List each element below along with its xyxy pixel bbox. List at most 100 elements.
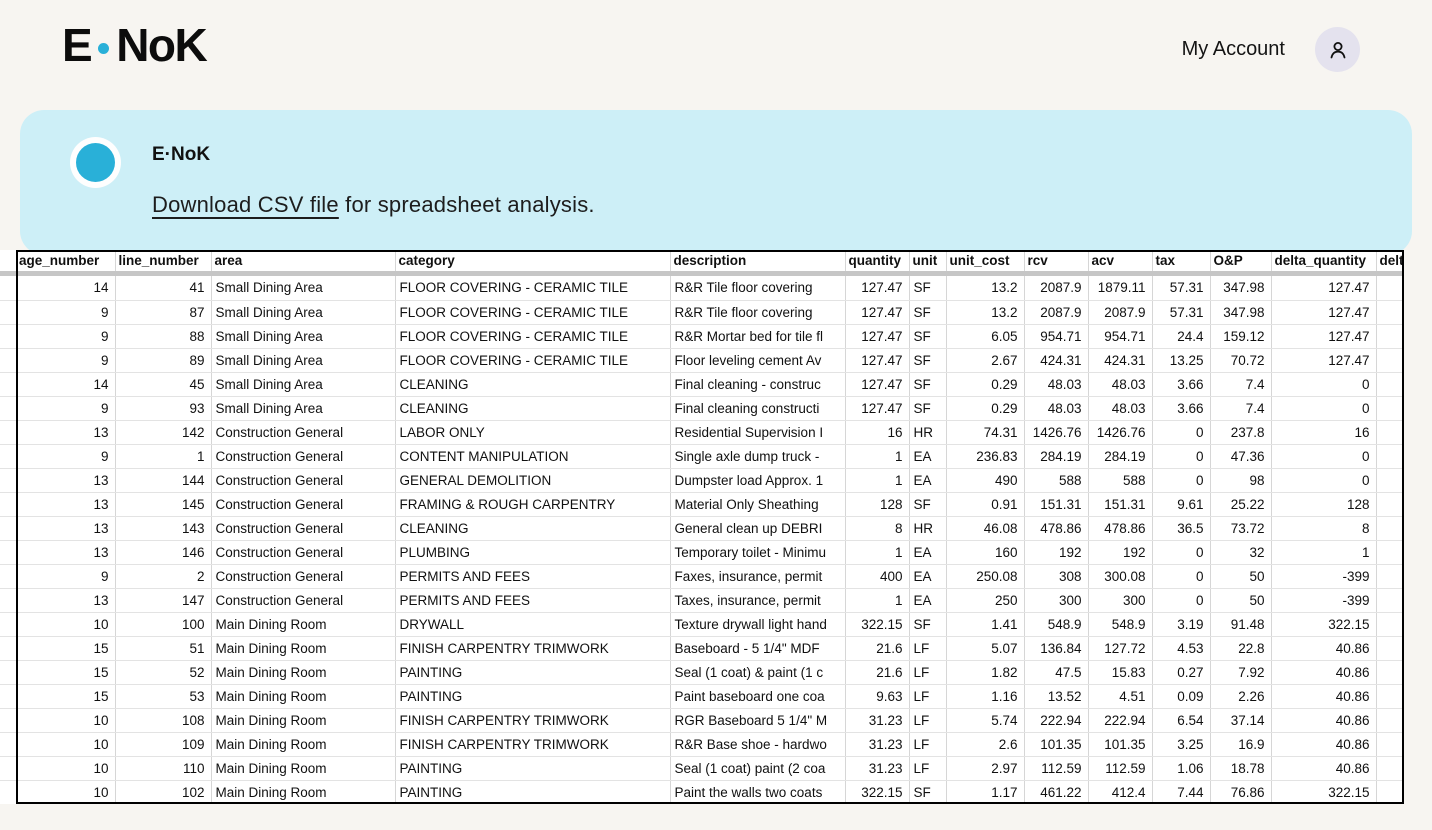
cell-line_number: 100 (115, 612, 212, 637)
cell-unit_cost: 1.16 (946, 684, 1025, 709)
cell-acv: 424.31 (1088, 348, 1153, 373)
cell-delta_cut (1376, 588, 1403, 613)
cell-oandp: 237.8 (1210, 420, 1272, 445)
cell-unit: SF (909, 396, 947, 421)
cell-unit_cost: 6.05 (946, 324, 1025, 349)
download-csv-link[interactable]: Download CSV file (152, 192, 339, 217)
cell-unit: SF (909, 348, 947, 373)
cell-quantity: 128 (845, 492, 910, 517)
cell-tax: 0 (1152, 420, 1211, 445)
cell-rcv: 548.9 (1024, 612, 1089, 637)
cell-page_number: 9 (16, 564, 116, 589)
cell-delta_cut (1376, 540, 1403, 565)
cell-description: RGR Baseboard 5 1/4" M (670, 708, 846, 733)
cell-page_number: 13 (16, 468, 116, 493)
cell-category: CLEANING (395, 396, 671, 421)
enok-avatar-dot (76, 143, 115, 182)
table-row: 9 89 Small Dining Area FLOOR COVERING - CER… (0, 348, 1403, 373)
cell-area: Main Dining Room (211, 732, 396, 757)
column-header-category: category (395, 250, 671, 271)
cell-oandp: 91.48 (1210, 612, 1272, 637)
cell-quantity: 1 (845, 444, 910, 469)
cell-category: PERMITS AND FEES (395, 588, 671, 613)
cell-description: R&R Base shoe - hardwo (670, 732, 846, 757)
cell-tax: 7.44 (1152, 780, 1211, 804)
cell-category: FINISH CARPENTRY TRIMWORK (395, 708, 671, 733)
account-avatar-button[interactable] (1315, 27, 1360, 72)
cell-stub (0, 612, 16, 637)
cell-page_number: 9 (16, 324, 116, 349)
cell-unit_cost: 160 (946, 540, 1025, 565)
cell-delta_cut (1376, 684, 1403, 709)
cell-oandp: 159.12 (1210, 324, 1272, 349)
cell-line_number: 2 (115, 564, 212, 589)
cell-line_number: 110 (115, 756, 212, 781)
table-row: 14 45 Small Dining Area CLEANING Final clean… (0, 372, 1403, 397)
cell-quantity: 1 (845, 540, 910, 565)
cell-delta_cut (1376, 420, 1403, 445)
table-row: 13 144 Construction General GENERAL DEMOLIT… (0, 468, 1403, 493)
cell-delta_quantity: 0 (1271, 444, 1377, 469)
cell-unit: SF (909, 492, 947, 517)
cell-unit: EA (909, 540, 947, 565)
cell-line_number: 102 (115, 780, 212, 804)
cell-unit_cost: 0.91 (946, 492, 1025, 517)
cell-delta_cut (1376, 300, 1403, 325)
cell-area: Construction General (211, 540, 396, 565)
cell-rcv: 151.31 (1024, 492, 1089, 517)
cell-description: Floor leveling cement Av (670, 348, 846, 373)
cell-rcv: 48.03 (1024, 372, 1089, 397)
frozen-row-divider (0, 271, 1402, 276)
cell-area: Main Dining Room (211, 780, 396, 804)
cell-unit_cost: 13.2 (946, 276, 1025, 301)
cell-page_number: 13 (16, 540, 116, 565)
cell-page_number: 14 (16, 372, 116, 397)
cell-rcv: 47.5 (1024, 660, 1089, 685)
table-row: 9 1 Construction General CONTENT MANIPULATI… (0, 444, 1403, 469)
cell-unit_cost: 250 (946, 588, 1025, 613)
cell-stub (0, 276, 16, 301)
table-row: 10 102 Main Dining Room PAINTING Paint the w… (0, 780, 1403, 804)
cell-area: Construction General (211, 468, 396, 493)
cell-area: Main Dining Room (211, 708, 396, 733)
cell-description: R&R Tile floor covering (670, 276, 846, 301)
cell-page_number: 9 (16, 396, 116, 421)
cell-stub (0, 516, 16, 541)
cell-stub (0, 540, 16, 565)
cell-tax: 57.31 (1152, 276, 1211, 301)
cell-delta_cut (1376, 612, 1403, 637)
cell-unit_cost: 1.82 (946, 660, 1025, 685)
cell-line_number: 108 (115, 708, 212, 733)
table-row: 10 100 Main Dining Room DRYWALL Texture dryw… (0, 612, 1403, 637)
cell-category: CLEANING (395, 372, 671, 397)
cell-delta_cut (1376, 324, 1403, 349)
cell-category: CLEANING (395, 516, 671, 541)
cell-rcv: 1426.76 (1024, 420, 1089, 445)
column-header-page_number: age_number (16, 250, 116, 271)
cell-page_number: 13 (16, 588, 116, 613)
cell-description: Paint baseboard one coa (670, 684, 846, 709)
cell-description: Seal (1 coat) paint (2 coa (670, 756, 846, 781)
cell-rcv: 478.86 (1024, 516, 1089, 541)
cell-acv: 101.35 (1088, 732, 1153, 757)
cell-unit_cost: 250.08 (946, 564, 1025, 589)
cell-delta_cut (1376, 396, 1403, 421)
cell-acv: 1426.76 (1088, 420, 1153, 445)
cell-tax: 0 (1152, 444, 1211, 469)
cell-unit: EA (909, 588, 947, 613)
cell-tax: 0 (1152, 564, 1211, 589)
column-header-unit: unit (909, 250, 947, 271)
app-logo[interactable]: E NoK (62, 18, 208, 72)
cell-unit: LF (909, 660, 947, 685)
cell-page_number: 13 (16, 516, 116, 541)
my-account-link[interactable]: My Account (1181, 38, 1285, 60)
cell-unit: SF (909, 276, 947, 301)
cell-oandp: 73.72 (1210, 516, 1272, 541)
cell-oandp: 37.14 (1210, 708, 1272, 733)
cell-page_number: 13 (16, 420, 116, 445)
logo-text-left: E (62, 19, 93, 71)
cell-quantity: 21.6 (845, 636, 910, 661)
cell-category: PAINTING (395, 780, 671, 804)
cell-delta_quantity: 40.86 (1271, 636, 1377, 661)
cell-stub (0, 660, 16, 685)
